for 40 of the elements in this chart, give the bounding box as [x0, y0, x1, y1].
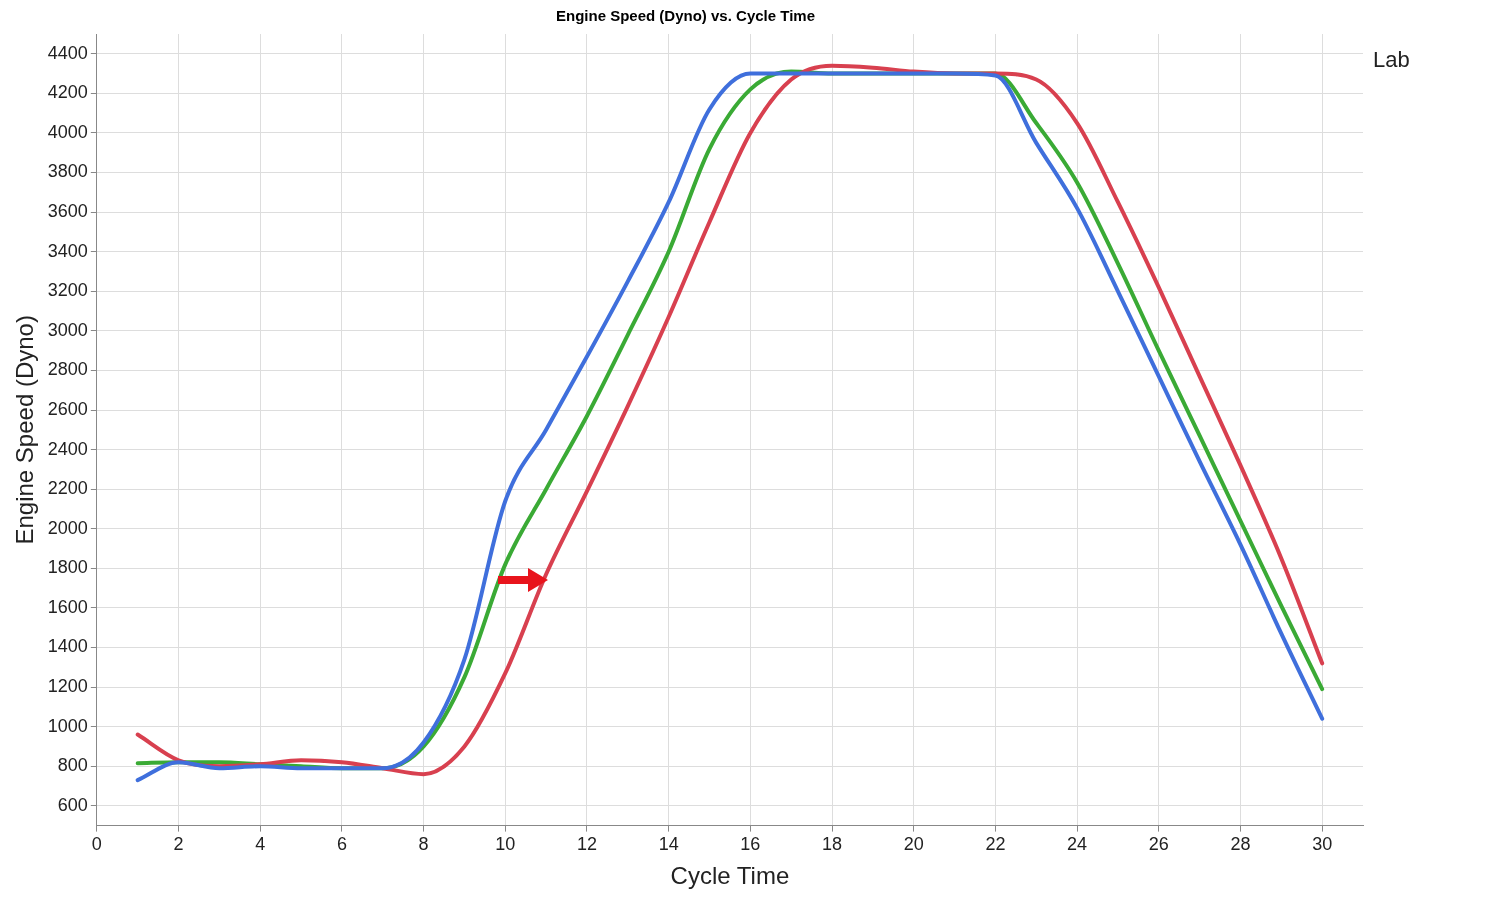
y-tick-label: 3600: [47, 201, 88, 222]
y-tick-label: 3400: [47, 240, 88, 261]
x-axis-title: Cycle Time: [670, 862, 790, 890]
x-tick-label: 8: [418, 834, 429, 855]
y-tick-label: 1600: [47, 596, 88, 617]
y-tick-label: 2400: [47, 438, 88, 459]
y-tick-label: 1400: [47, 636, 88, 657]
x-tick-label: 4: [255, 834, 266, 855]
y-tick-label: 3000: [47, 319, 88, 340]
y-tick-label: 1200: [47, 676, 88, 697]
y-tick-label: 2600: [47, 398, 88, 419]
y-tick-label: 600: [57, 794, 88, 815]
y-tick-label: 800: [57, 755, 88, 776]
x-tick-label: 6: [336, 834, 347, 855]
x-tick-label: 12: [576, 834, 597, 855]
y-tick-label: 4200: [47, 82, 88, 103]
x-tick-label: 30: [1312, 834, 1333, 855]
x-tick-label: 26: [1148, 834, 1169, 855]
chart-title: Engine Speed (Dyno) vs. Cycle Time: [556, 7, 815, 25]
x-tick-label: 0: [91, 834, 102, 855]
x-tick-label: 18: [822, 834, 843, 855]
y-tick-label: 3800: [47, 161, 88, 182]
x-tick-label: 10: [495, 834, 516, 855]
y-axis-title: Engine Speed (Dyno): [11, 315, 39, 545]
x-tick-label: 24: [1067, 834, 1088, 855]
legend-title: Lab: [1373, 47, 1410, 73]
y-tick-label: 2000: [47, 517, 88, 538]
x-tick-label: 14: [658, 834, 679, 855]
y-tick-label: 3200: [47, 280, 88, 301]
x-tick-label: 2: [173, 834, 184, 855]
x-tick-label: 22: [985, 834, 1006, 855]
y-tick-label: 1000: [47, 715, 88, 736]
y-tick-label: 2800: [47, 359, 88, 380]
x-tick-label: 20: [903, 834, 924, 855]
y-tick-label: 2200: [47, 478, 88, 499]
y-tick-label: 4400: [47, 42, 88, 63]
x-tick-label: 28: [1230, 834, 1251, 855]
x-tick-label: 16: [740, 834, 761, 855]
y-tick-label: 1800: [47, 557, 88, 578]
y-tick-label: 4000: [47, 121, 88, 142]
